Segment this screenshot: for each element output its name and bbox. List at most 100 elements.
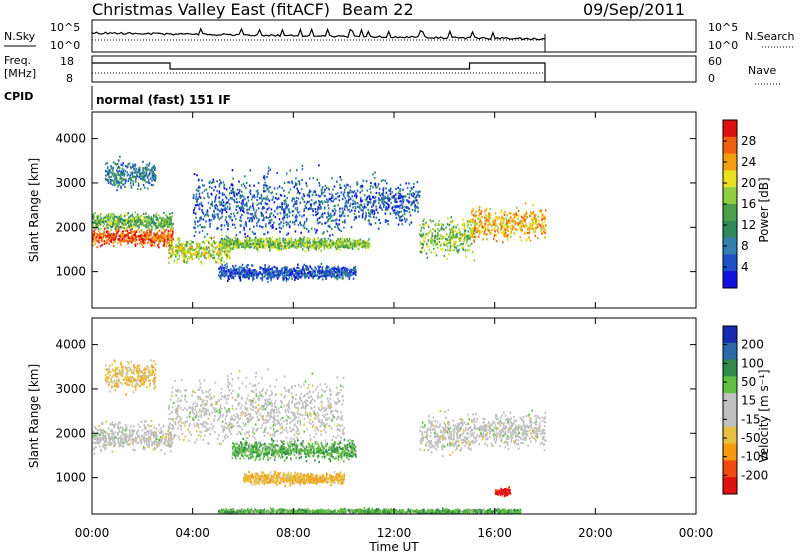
range-cell (432, 239, 434, 242)
range-cell (116, 223, 119, 226)
range-cell (109, 215, 112, 219)
range-cell (150, 183, 153, 187)
range-cell (376, 185, 379, 188)
range-cell (197, 225, 199, 228)
range-cell (225, 188, 228, 191)
range-cell (472, 235, 475, 239)
range-cell (295, 271, 298, 274)
range-cell (135, 176, 137, 179)
range-cell (202, 226, 204, 229)
range-cell (452, 233, 455, 236)
range-cell (243, 210, 245, 214)
range-cell (297, 239, 299, 243)
range-cell (240, 208, 243, 211)
range-cell (333, 185, 336, 188)
range-cell (317, 247, 320, 250)
range-cell (336, 272, 339, 276)
range-cell (353, 269, 356, 272)
range-cell (317, 244, 320, 247)
range-cell (300, 276, 302, 279)
range-cell (170, 223, 173, 226)
range-cell (132, 171, 134, 174)
range-cell (138, 235, 140, 238)
range-cell (161, 231, 163, 234)
range-cell (284, 241, 286, 244)
range-cell (147, 174, 149, 177)
range-cell (101, 232, 104, 236)
range-cell (207, 246, 210, 249)
range-cell (231, 276, 233, 279)
range-cell (232, 244, 234, 247)
range-cell (203, 189, 206, 192)
range-cell (163, 234, 166, 237)
range-cell (196, 254, 198, 257)
range-cell (397, 213, 400, 216)
range-cell (316, 212, 319, 215)
range-cell (215, 204, 217, 207)
range-cell (312, 177, 315, 180)
range-cell (150, 216, 153, 219)
range-cell (307, 237, 309, 240)
range-cell (232, 177, 234, 180)
range-cell (203, 253, 205, 256)
range-cell (506, 219, 508, 223)
range-cell (400, 203, 403, 206)
range-cell (263, 174, 266, 178)
range-cell (100, 221, 102, 224)
range-cell (159, 234, 162, 237)
range-cell (128, 162, 131, 165)
range-cell (383, 200, 385, 204)
range-cell (228, 240, 230, 243)
range-cell (225, 201, 228, 204)
range-cell (236, 201, 238, 204)
range-cell (121, 221, 123, 224)
range-cell (113, 237, 115, 240)
range-cell (132, 163, 134, 166)
range-cell (448, 235, 450, 239)
range-cell (116, 166, 119, 169)
freq-panel (91, 55, 697, 83)
range-cell (264, 264, 266, 267)
range-cell (320, 193, 323, 196)
range-cell (121, 167, 124, 170)
range-cell (108, 239, 111, 242)
range-cell (189, 255, 192, 258)
range-cell (118, 238, 120, 241)
range-cell (118, 240, 121, 243)
range-cell (105, 241, 108, 245)
range-cell (150, 244, 153, 247)
range-cell (118, 167, 121, 170)
range-cell (287, 244, 290, 247)
range-cell (211, 254, 213, 257)
range-cell (374, 182, 377, 185)
range-cell (346, 246, 349, 249)
range-cell (399, 196, 401, 200)
range-cell (448, 224, 451, 227)
range-cell (301, 196, 303, 199)
range-cell (261, 279, 264, 282)
range-cell (483, 216, 486, 219)
range-cell (349, 240, 351, 243)
range-cell (305, 219, 308, 222)
range-cell (459, 238, 461, 242)
range-cell (205, 246, 208, 249)
range-cell (529, 211, 532, 214)
range-cell (213, 246, 215, 249)
range-cell (92, 217, 95, 220)
range-cell (480, 212, 482, 215)
range-cell (303, 223, 306, 226)
range-cell (182, 248, 185, 251)
range-cell (360, 186, 363, 189)
range-cell (456, 249, 458, 252)
range-cell (200, 252, 203, 255)
range-cell (144, 166, 147, 169)
range-cell (400, 219, 403, 222)
range-cell (118, 218, 120, 221)
range-cell (543, 230, 545, 233)
range-cell (263, 187, 265, 190)
range-cell (235, 243, 238, 246)
range-cell (163, 238, 166, 242)
range-cell (126, 213, 129, 216)
range-cell (343, 188, 346, 191)
range-cell (375, 205, 377, 208)
